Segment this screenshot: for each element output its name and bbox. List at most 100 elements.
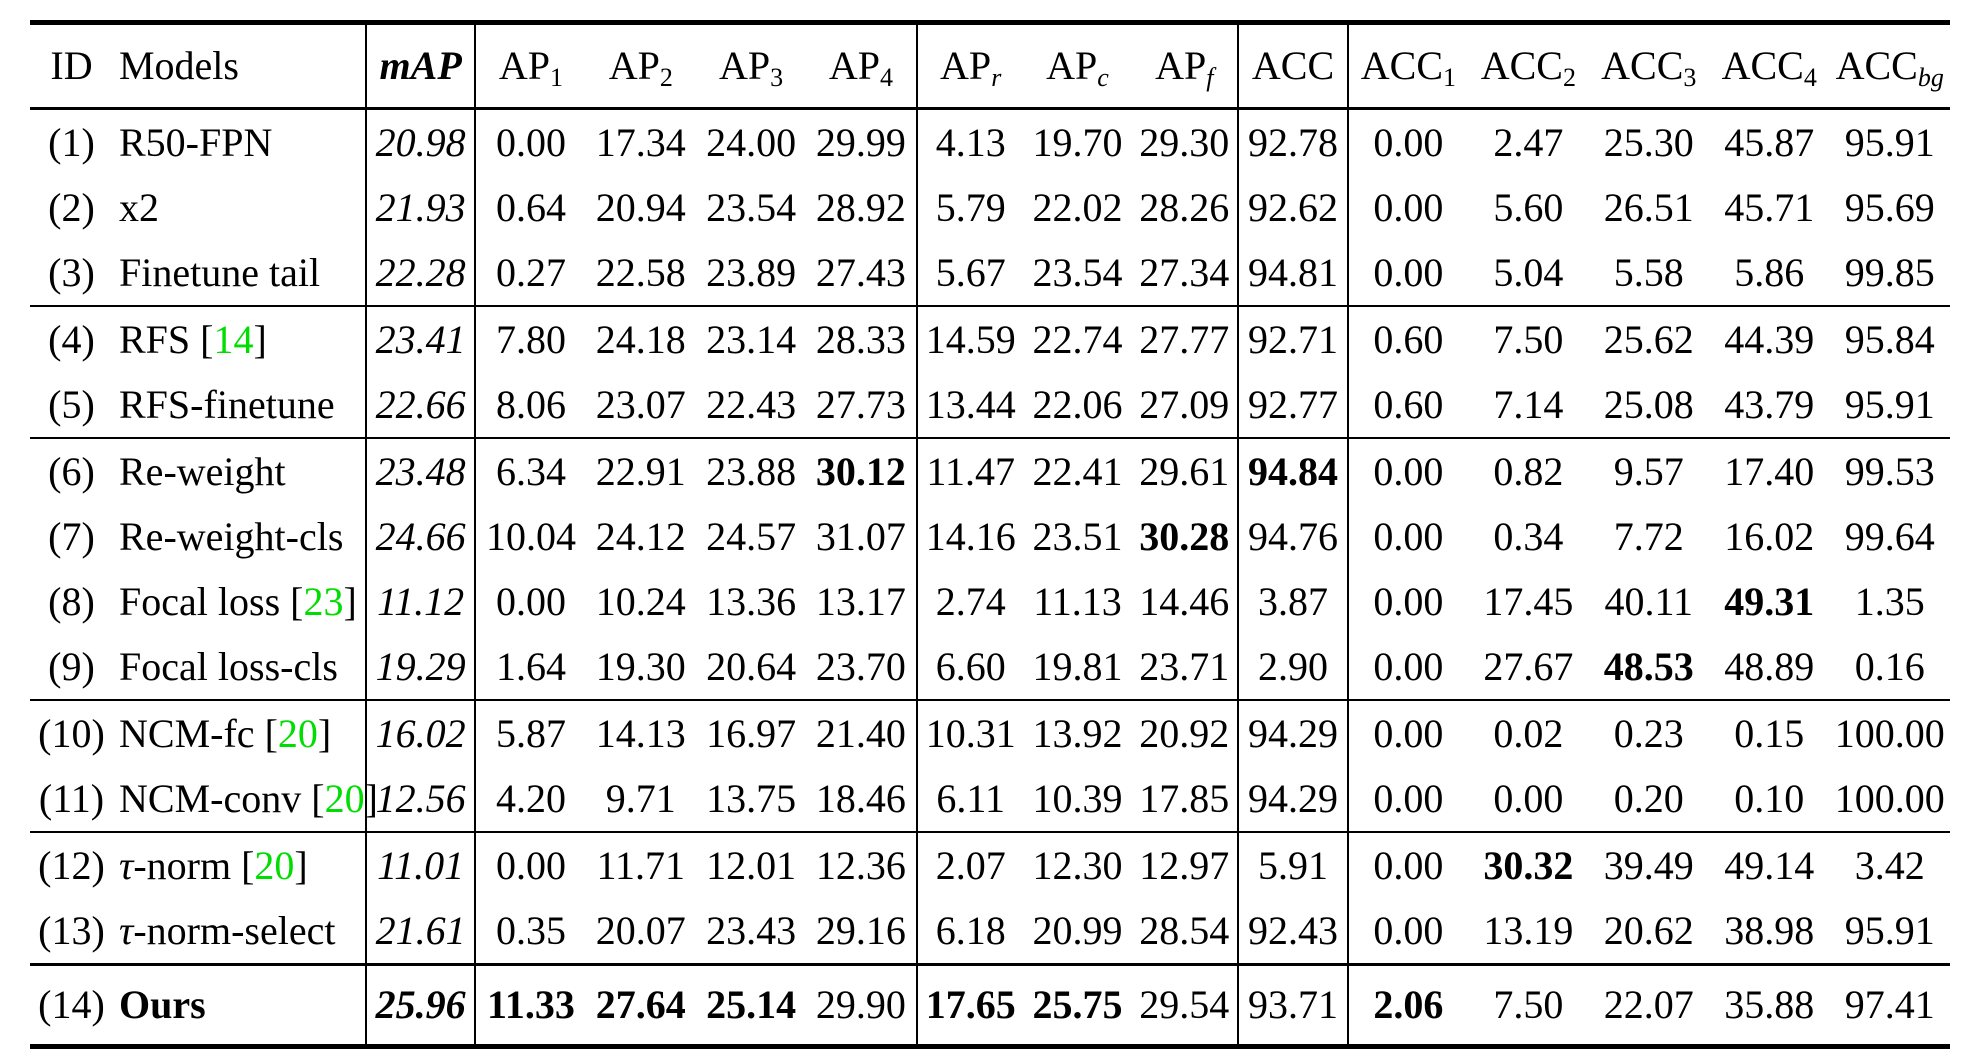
model-label: Re-weight-cls — [118, 513, 344, 559]
metric-cell-AP3: 24.57 — [706, 513, 797, 559]
metric-cell-ACC3: 26.51 — [1603, 184, 1694, 230]
metric-cell-ACC4: 5.86 — [1734, 249, 1805, 295]
metric-cell-ACC3: 9.57 — [1588, 437, 1709, 504]
metric-cell-APr: 14.16 — [915, 504, 1024, 569]
header-label: ID — [50, 43, 93, 88]
citation-ref[interactable]: 20 — [254, 842, 295, 888]
metric-cell-ACC2: 0.00 — [1493, 775, 1564, 821]
metric-cell-AP2: 14.13 — [585, 699, 696, 766]
header-subscript: 3 — [1683, 63, 1697, 93]
citation-ref[interactable]: 20 — [277, 710, 318, 756]
metric-cell-AP1: 0.00 — [474, 831, 586, 898]
metric-cell-ACCbg: 99.64 — [1844, 513, 1935, 559]
header-subscript: 1 — [550, 63, 564, 93]
table-row: (12) τ-norm [20] 11.01 0.00 11.71 12.01 12.36 2… — [30, 831, 1950, 898]
metric-cell-AP4: 31.07 — [815, 513, 906, 559]
metric-cell-mAP: 23.41 — [364, 305, 476, 372]
metric-cell-AP4: 12.36 — [806, 831, 917, 898]
metric-cell-ACC1: 0.00 — [1346, 108, 1469, 175]
table-body: (1) R50-FPN 20.98 0.00 17.34 24.00 29.99 4.13 19… — [30, 108, 1950, 1047]
header-id: ID — [30, 22, 113, 110]
citation-ref[interactable]: 14 — [213, 316, 254, 362]
table-row: (1) R50-FPN 20.98 0.00 17.34 24.00 29.99 4.13 19… — [30, 108, 1950, 175]
metric-cell-APr: 6.18 — [915, 898, 1024, 965]
metric-cell-AP2: 20.94 — [595, 184, 686, 230]
model-name: Re-weight — [112, 437, 366, 504]
metric-cell-ACCbg: 95.91 — [1844, 907, 1935, 953]
header-subscript: f — [1206, 63, 1214, 93]
metric-cell-AP2: 22.58 — [595, 249, 686, 295]
header-mAP: mAP — [364, 22, 476, 110]
metric-cell-ACC3: 40.11 — [1604, 578, 1694, 624]
metric-cell-APc: 23.54 — [1032, 249, 1123, 295]
metric-cell-ACC: 92.71 — [1237, 305, 1348, 372]
metric-cell-mAP: 23.48 — [364, 437, 476, 504]
metric-cell-APc: 19.81 — [1032, 643, 1123, 689]
metric-cell-ACC3: 48.53 — [1603, 643, 1694, 689]
metric-cell-ACCbg: 95.69 — [1844, 184, 1935, 230]
table-row: (9) Focal loss-cls 19.29 1.64 19.30 20.64 23.7… — [30, 634, 1950, 700]
metric-cell-APf: 29.30 — [1139, 119, 1230, 165]
row-id: (14) — [30, 963, 113, 1047]
results-table: ID Models mAP AP1 AP2 AP3 AP4 APr APc APf ACC ACC1 A… — [30, 20, 1950, 1049]
metric-cell-APc: 22.02 — [1032, 184, 1123, 230]
model-label: Focal loss-cls — [118, 643, 338, 689]
header-ACC4: ACC4 — [1709, 22, 1830, 110]
header-label: AP — [608, 43, 660, 88]
metric-cell-APc: 11.13 — [1033, 578, 1122, 624]
metric-cell-AP3: 23.54 — [706, 184, 797, 230]
header-label: ACC — [1835, 43, 1918, 88]
metric-cell-ACC: 5.91 — [1237, 831, 1348, 898]
row-id: (11) — [38, 775, 105, 821]
header-row: ID Models mAP AP1 AP2 AP3 AP4 APr APc APf ACC ACC1 A… — [30, 22, 1950, 110]
metric-cell-APr: 2.74 — [915, 569, 1024, 634]
metric-cell-APf: 29.54 — [1131, 963, 1239, 1047]
metric-cell-ACC4: 17.40 — [1709, 437, 1830, 504]
metric-cell-AP4: 21.40 — [806, 699, 917, 766]
citation-ref[interactable]: 23 — [303, 578, 344, 624]
header-label: AP — [719, 43, 771, 88]
metric-cell-ACC1: 0.00 — [1346, 504, 1469, 569]
metric-cell-ACCbg: 100.00 — [1829, 699, 1950, 766]
metric-cell-APc: 23.51 — [1032, 513, 1123, 559]
metric-cell-AP4: 30.12 — [806, 437, 917, 504]
metric-cell-AP2: 17.34 — [595, 119, 686, 165]
metric-cell-AP1: 0.64 — [474, 175, 586, 240]
model-label: τ-norm-select — [118, 907, 336, 953]
metric-cell-ACCbg: 100.00 — [1834, 775, 1945, 821]
header-APr: APr — [915, 22, 1024, 110]
metric-cell-APf: 20.92 — [1131, 699, 1239, 766]
metric-cell-ACC4: 49.14 — [1709, 831, 1830, 898]
metric-cell-mAP: 12.56 — [364, 766, 476, 832]
header-label: Models — [118, 43, 239, 88]
metric-cell-APc: 22.41 — [1023, 437, 1132, 504]
metric-cell-mAP: 16.02 — [364, 699, 476, 766]
header-model: Models — [112, 22, 366, 110]
row-id: (13) — [38, 907, 105, 953]
metric-cell-AP2: 19.30 — [595, 643, 686, 689]
metric-cell-ACC: 94.81 — [1237, 240, 1348, 306]
metric-cell-ACC: 92.43 — [1237, 898, 1348, 965]
metric-cell-mAP: 11.12 — [364, 569, 476, 634]
metric-cell-ACC: 93.71 — [1237, 963, 1348, 1047]
metric-cell-APf: 12.97 — [1131, 831, 1239, 898]
metric-cell-AP1: 5.87 — [474, 699, 586, 766]
model-label: R50-FPN — [118, 119, 273, 165]
header-AP1: AP1 — [474, 22, 586, 110]
metric-cell-AP1: 0.35 — [474, 898, 586, 965]
header-label: ACC — [1480, 43, 1563, 88]
table-row: (7) Re-weight-cls 24.66 10.04 24.12 24.57 31.0… — [30, 504, 1950, 569]
metric-cell-ACC4: 45.71 — [1724, 184, 1815, 230]
row-id: (6) — [30, 437, 113, 504]
metric-cell-ACC2: 7.50 — [1468, 305, 1589, 372]
metric-cell-ACCbg: 97.41 — [1829, 963, 1950, 1047]
metric-cell-ACCbg: 1.35 — [1854, 578, 1925, 624]
header-label: AP — [828, 43, 880, 88]
citation-ref[interactable]: 20 — [324, 775, 365, 821]
metric-cell-ACC2: 7.14 — [1493, 381, 1564, 427]
metric-cell-APf: 14.46 — [1139, 578, 1230, 624]
row-id: (7) — [48, 513, 95, 559]
metric-cell-mAP: 22.28 — [364, 240, 476, 306]
metric-cell-AP1: 8.06 — [474, 372, 586, 438]
